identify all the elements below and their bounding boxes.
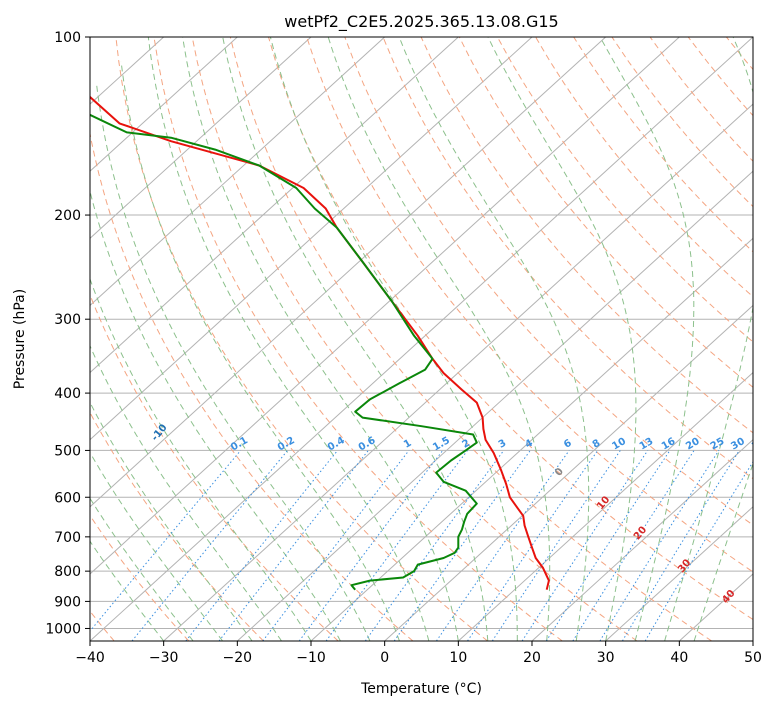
isotherm-line: [384, 304, 753, 641]
dry-adiabat-line: [268, 37, 753, 621]
mixing-ratio-line: [467, 450, 599, 641]
dewpoint-profile-line: [90, 113, 478, 591]
isotherm-line: [90, 37, 533, 441]
y-tick-label: 1000: [45, 621, 81, 637]
moist-adiabat-line: [398, 37, 590, 641]
isotherm-line: [90, 37, 312, 240]
moist-adiabat-line: [664, 37, 753, 641]
x-tick-label: 10: [449, 650, 467, 666]
mixing-ratio-line: [262, 450, 410, 641]
isotherm-line: [90, 37, 238, 172]
moist-adiabat-line: [599, 37, 695, 641]
mixing-ratio-line: [393, 450, 531, 641]
x-tick-label: −20: [223, 650, 253, 666]
isotherm-line: [90, 37, 459, 374]
isotherm-line: [605, 506, 753, 641]
mixing-ratio-label: 6: [562, 438, 574, 451]
x-axis: −40 −30 −20 −10 0 10 20 30 40 50: [75, 641, 762, 666]
sounding-series: [90, 95, 550, 591]
x-tick-label: 40: [670, 650, 688, 666]
x-tick-label: −40: [75, 650, 105, 666]
moist-adiabat-line: [182, 37, 459, 641]
mixing-ratio-line: [521, 450, 649, 641]
y-tick-label: 400: [54, 386, 81, 402]
y-axis: 100 200 300 400 500 600 700 800 900 1000: [45, 30, 90, 637]
y-tick-label: 200: [54, 208, 81, 224]
moist-adiabat-line: [90, 277, 312, 641]
x-tick-label: 20: [523, 650, 541, 666]
x-tick-label: −10: [296, 650, 326, 666]
mixing-ratio-line: [131, 450, 288, 641]
dry-adiabat-line: [535, 37, 753, 298]
chart-title: wetPf2_C2E5.2025.365.13.08.G15: [284, 12, 558, 32]
isotherm-line: [90, 37, 386, 307]
mixing-ratio-label: 1: [402, 438, 414, 451]
y-tick-label: 300: [54, 312, 81, 328]
y-tick-label: 700: [54, 530, 81, 546]
dry-adiabat-line: [229, 37, 712, 641]
x-tick-label: 0: [380, 650, 389, 666]
dry-adiabat-line: [306, 37, 753, 573]
temperature-profile-line: [90, 95, 550, 590]
y-tick-label: 500: [54, 443, 81, 459]
mixing-ratio-line: [435, 450, 570, 641]
dry-adiabat-line: [191, 37, 638, 641]
mixing-ratio-line: [599, 450, 720, 641]
moist-adiabat-line: [487, 37, 637, 641]
mixing-ratio-line: [491, 450, 621, 641]
mixing-ratio-label: 3: [497, 438, 509, 451]
y-axis-label: Pressure (hPa): [12, 289, 28, 389]
dry-adiabat-line: [90, 514, 190, 641]
mixing-ratio-line: [621, 450, 740, 641]
dry-adiabat-line: [115, 37, 488, 641]
moist-adiabat-line: [90, 451, 223, 641]
moist-adiabat-line: [222, 37, 489, 641]
moist-adiabat-line: [90, 401, 253, 641]
isotherm-line: [236, 170, 753, 641]
mixing-ratio-label: 2: [461, 438, 473, 451]
x-axis-label: Temperature (°C): [360, 681, 482, 697]
mixing-ratio-label: 8: [591, 438, 603, 451]
dry-adiabat-line: [153, 37, 563, 641]
moist-adiabat-line: [120, 61, 400, 641]
isotherm-line: [90, 37, 607, 508]
dry-adiabat-line: [344, 37, 753, 526]
isotherm-line: [457, 371, 753, 641]
mixing-ratio-line: [298, 450, 444, 641]
moist-adiabat-line: [96, 83, 371, 641]
y-tick-label: 800: [54, 564, 81, 580]
plot-area: 0.10.20.40.611.52346810131620253036-100-…: [90, 37, 768, 641]
moist-adiabat-line: [693, 461, 753, 641]
isotherm-line: [310, 237, 753, 641]
mixing-ratio-label: 36: [750, 436, 768, 453]
mixing-ratio-label: 4: [523, 438, 535, 451]
plot-frame: [89, 36, 754, 642]
isotherm-line: [90, 37, 753, 641]
isotherm-line: [163, 103, 753, 641]
dry-adiabat-line: [90, 411, 264, 641]
mixing-ratio-line: [325, 450, 468, 641]
mixing-ratio-line: [572, 450, 695, 641]
mixing-ratio-line: [90, 450, 242, 632]
y-tick-label: 900: [54, 594, 81, 610]
dry-adiabat-line: [90, 131, 414, 641]
mixing-ratio-line: [545, 450, 671, 641]
x-tick-label: 50: [744, 650, 762, 666]
y-tick-label: 600: [54, 490, 81, 506]
isotherm-line: [531, 438, 753, 641]
mixing-ratio-line: [185, 450, 338, 641]
moist-adiabat-line: [147, 37, 430, 641]
y-tick-label: 100: [54, 30, 81, 46]
moist-adiabat-line: [269, 37, 518, 641]
x-tick-label: 30: [597, 650, 615, 666]
isobar-grid: [90, 37, 753, 629]
isotherm-line: [90, 37, 680, 575]
isotherm-grid: [90, 37, 753, 641]
x-tick-label: −30: [149, 650, 179, 666]
